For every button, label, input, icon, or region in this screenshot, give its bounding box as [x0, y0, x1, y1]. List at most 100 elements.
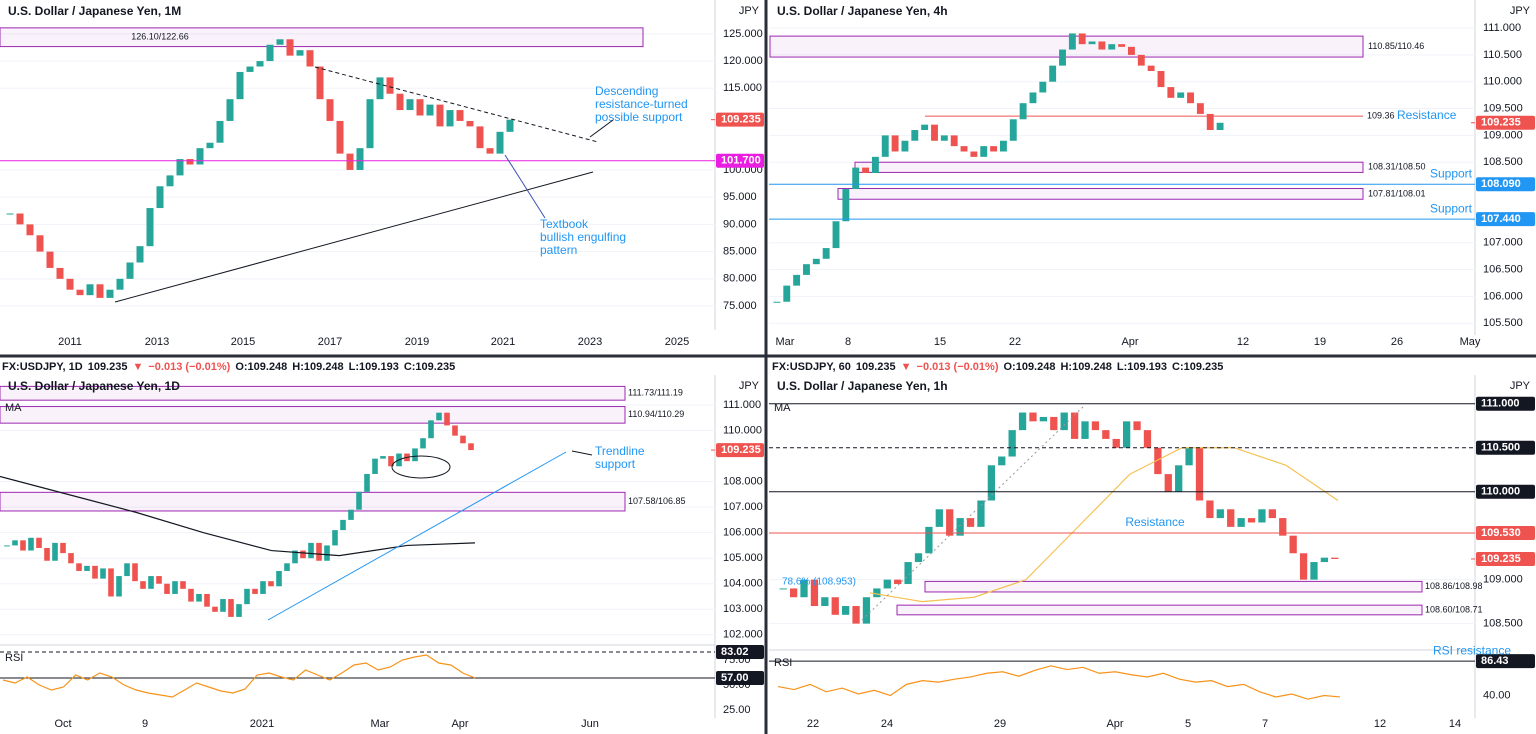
- candle: [156, 576, 162, 584]
- candle: [773, 301, 781, 303]
- price-box: [1476, 177, 1535, 192]
- candle: [226, 99, 234, 121]
- candle: [420, 438, 426, 449]
- x-tick-label: 2023: [578, 336, 602, 348]
- zone: [0, 385, 626, 401]
- x-tick-label: Apr: [1106, 718, 1123, 730]
- candle: [810, 579, 819, 607]
- candle: [96, 284, 104, 298]
- candle: [862, 597, 871, 624]
- candle: [16, 213, 24, 225]
- rsi-label: RSI: [5, 652, 23, 664]
- candle: [496, 131, 504, 154]
- candle: [1196, 103, 1204, 114]
- level-note: Resistance: [1397, 108, 1457, 122]
- candle: [891, 135, 899, 152]
- candle: [260, 581, 266, 594]
- candle: [336, 120, 344, 154]
- candle: [883, 579, 891, 589]
- candle: [1206, 500, 1214, 519]
- candle: [306, 50, 314, 67]
- drawing: [589, 119, 614, 138]
- price-box-label: 110.500: [1481, 442, 1520, 454]
- y-tick-label: 107.000: [723, 501, 763, 513]
- zone: [896, 604, 1423, 616]
- header-bar: [0, 355, 1536, 379]
- candle: [822, 248, 830, 259]
- annotation: Descending: [595, 84, 658, 98]
- candle: [276, 39, 284, 45]
- candle: [1185, 447, 1193, 466]
- candle: [990, 146, 998, 152]
- candle: [180, 581, 186, 589]
- candle: [100, 568, 106, 579]
- candle: [372, 458, 378, 474]
- candle: [460, 435, 466, 444]
- x-tick-label: Mar: [776, 336, 795, 348]
- candle: [46, 251, 54, 268]
- y-tick-label: 90.000: [723, 218, 757, 230]
- price-box-label: 109.235: [721, 444, 761, 456]
- candle: [1143, 430, 1152, 448]
- candle: [1059, 49, 1066, 66]
- header-close: C:109.235: [1172, 361, 1223, 373]
- price-box: [1476, 212, 1535, 227]
- candle: [987, 465, 995, 501]
- candle: [286, 39, 294, 56]
- level-note: RSI resistance: [1433, 643, 1511, 657]
- fib-label: 78.6% (108.953): [782, 576, 856, 587]
- candle: [356, 148, 364, 170]
- candle: [1157, 71, 1165, 88]
- zone-label: 126.10/122.66: [131, 32, 189, 42]
- header-change: −0.013 (−0.01%): [917, 361, 999, 373]
- price-box-label: 101.700: [721, 155, 761, 167]
- candle: [1195, 447, 1204, 501]
- price-box: [1476, 440, 1535, 455]
- chart-title: U.S. Dollar / Japanese Yen, 1D: [8, 379, 180, 393]
- candle: [1039, 416, 1048, 422]
- candle: [276, 570, 282, 587]
- candle: [1320, 557, 1329, 563]
- y-tick-label: 108.500: [1483, 618, 1523, 630]
- header-symbol: FX:USDJPY, 60: [772, 361, 851, 373]
- candle: [76, 563, 82, 571]
- x-tick-label: 5: [1185, 718, 1191, 730]
- candle: [842, 606, 850, 615]
- candle: [204, 593, 210, 607]
- candle: [116, 576, 122, 597]
- candle: [380, 456, 386, 459]
- candle: [148, 576, 154, 589]
- candle: [284, 563, 290, 571]
- candle: [1018, 412, 1027, 431]
- header-arrow: ▼: [901, 361, 912, 373]
- candle: [324, 545, 330, 561]
- chart-title: U.S. Dollar / Japanese Yen, 1h: [777, 379, 948, 393]
- header-last: 109.235: [88, 361, 128, 373]
- candle: [946, 509, 954, 536]
- candle: [789, 588, 798, 598]
- candle: [364, 473, 370, 492]
- zone-label: 108.31/108.50: [1368, 162, 1426, 172]
- candle: [1237, 518, 1245, 527]
- candle: [925, 526, 933, 554]
- candle: [196, 148, 204, 165]
- candle: [803, 264, 810, 275]
- candle: [1206, 113, 1214, 131]
- candle: [176, 159, 184, 176]
- annotation: Trendline: [595, 444, 645, 458]
- candle: [386, 77, 394, 94]
- zone: [0, 406, 626, 424]
- header-change: −0.013 (−0.01%): [148, 361, 230, 373]
- y-tick-label: 109.000: [1483, 129, 1523, 141]
- x-tick-label: 24: [881, 718, 893, 730]
- chart-title: U.S. Dollar / Japanese Yen, 1M: [8, 4, 181, 18]
- price-box: [716, 671, 764, 685]
- x-tick-label: 2017: [318, 336, 342, 348]
- moving-average: [0, 475, 476, 557]
- candle: [66, 278, 74, 290]
- candle: [881, 135, 889, 157]
- candle: [966, 518, 975, 527]
- y-tick-label: 110.000: [1483, 76, 1522, 88]
- rsi-line: [2, 654, 476, 698]
